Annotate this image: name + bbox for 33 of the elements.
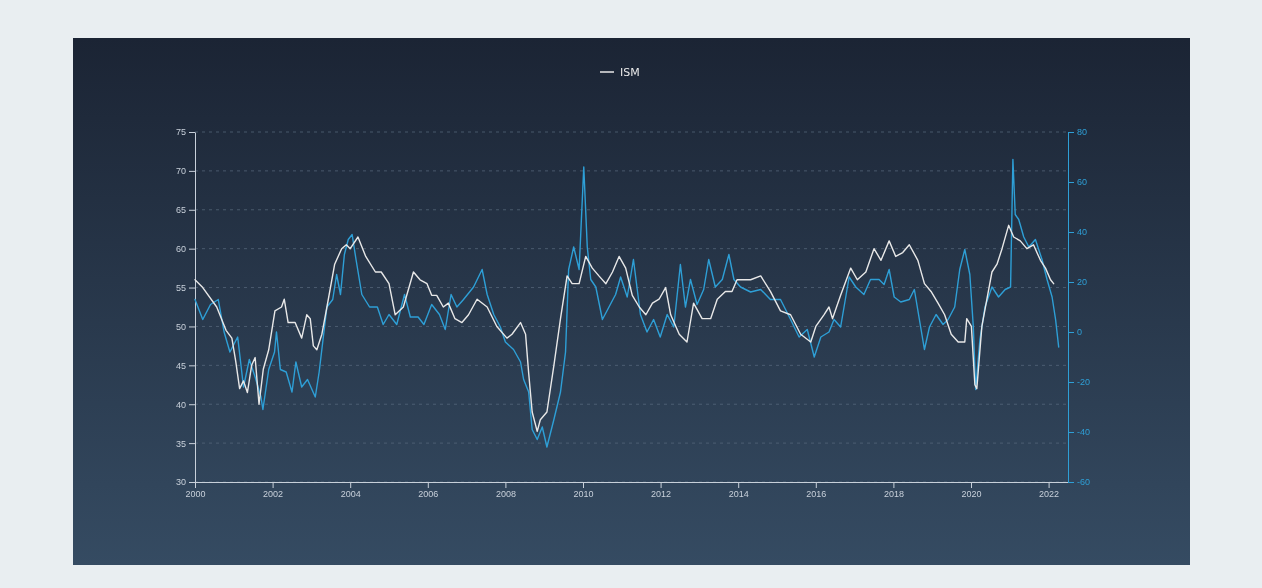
x-tick-label: 2004 (340, 489, 361, 500)
y-tick-label: 60 (175, 244, 186, 255)
x-tick-label: 2008 (495, 489, 516, 500)
x-tick-label: 2016 (806, 489, 827, 500)
x-tick-label: 2014 (728, 489, 749, 500)
line-series (194, 224, 1055, 433)
y-tick-label: 75 (175, 127, 186, 138)
y2-tick-label: 80 (1077, 127, 1088, 138)
y-tick-label: 45 (175, 360, 186, 371)
x-tick-label: 2010 (573, 489, 594, 500)
x-tick-label: 2018 (883, 489, 904, 500)
y-tick-label: 30 (175, 477, 186, 488)
x-tick-label: 2006 (418, 489, 439, 500)
y2-tick-label: 0 (1077, 327, 1083, 338)
y-tick-label: 70 (175, 166, 186, 177)
legend-label: ISM (620, 66, 640, 79)
line-series (194, 158, 1060, 448)
y2-tick-label: 60 (1077, 177, 1088, 188)
y2-tick-label: 40 (1077, 227, 1088, 238)
y-tick-label: 50 (175, 321, 186, 332)
y-tick-label: 40 (175, 399, 186, 410)
y-tick-label: 55 (175, 282, 186, 293)
y2-tick-label: -60 (1077, 477, 1091, 488)
y-tick-label: 35 (175, 438, 186, 449)
x-tick-label: 2020 (961, 489, 982, 500)
x-tick-label: 2022 (1039, 489, 1060, 500)
x-tick-label: 2000 (185, 489, 206, 500)
y2-tick-label: 20 (1077, 277, 1088, 288)
y2-tick-label: -40 (1077, 427, 1091, 438)
y-tick-label: 65 (175, 205, 186, 216)
x-tick-label: 2002 (263, 489, 284, 500)
x-tick-label: 2012 (651, 489, 672, 500)
y2-tick-label: -20 (1077, 377, 1091, 388)
